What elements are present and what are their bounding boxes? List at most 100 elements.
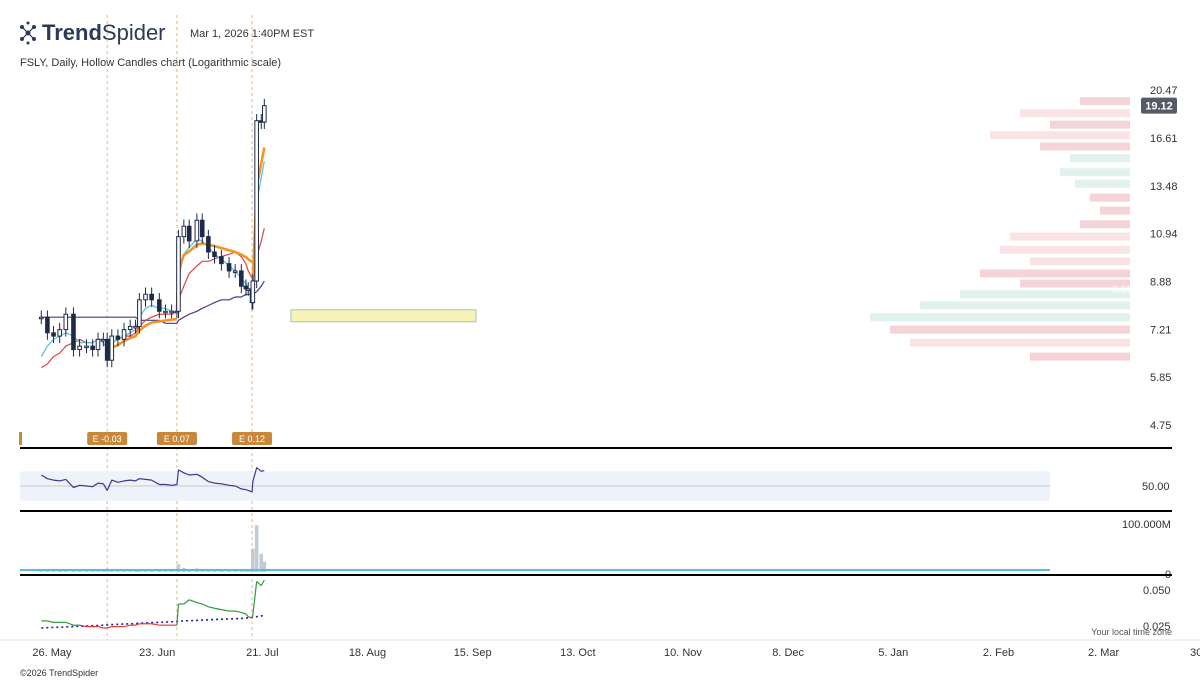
indicator-line-segment xyxy=(107,626,112,629)
volume-profile-bar xyxy=(1080,97,1130,106)
price-axis-tick-label: 10.94 xyxy=(1150,229,1178,241)
volume-bar xyxy=(116,570,120,572)
volume-bar xyxy=(219,570,224,572)
price-axis-tick-label: 20.47 xyxy=(1150,85,1178,97)
volume-profile-bar xyxy=(1060,168,1130,177)
candle-body xyxy=(157,299,162,312)
indicator-line-segment xyxy=(241,611,247,615)
rsi-line xyxy=(40,467,265,493)
volume-bar xyxy=(51,570,56,572)
candle-body xyxy=(176,236,181,312)
time-axis-tick-label: 21. Jul xyxy=(246,647,278,659)
earnings-badges: E -0.03 E 0.07 E 0.12 xyxy=(19,432,273,445)
price-pane xyxy=(38,98,477,369)
candle-body xyxy=(194,219,200,242)
candle-body xyxy=(169,310,174,314)
earnings-badge-edge xyxy=(19,432,22,445)
brand-suffix: Spider xyxy=(102,20,166,45)
candle-body xyxy=(71,313,76,351)
indicator-line-segment xyxy=(252,581,258,616)
time-axis: 26. May 23. Jun 21. Jul 18. Aug 15. Sep 13. O… xyxy=(32,647,1200,659)
indicator-line-segment xyxy=(65,621,74,626)
candle-body xyxy=(219,256,224,265)
earnings-badge xyxy=(156,432,197,445)
volume-axis-label: 100.000M xyxy=(1122,519,1171,531)
candle-body xyxy=(51,332,56,337)
volume-bar xyxy=(90,570,95,572)
indicator-line-segment xyxy=(79,624,87,628)
time-axis-tick-label: 23. Jun xyxy=(139,647,175,659)
trendspider-logo-icon xyxy=(20,21,36,45)
volume-bar xyxy=(169,570,174,572)
volume-bar xyxy=(163,570,168,572)
indicator-line-segment xyxy=(123,624,131,628)
indicator-axis-label: 0.025 xyxy=(1143,621,1171,633)
candle-body xyxy=(77,345,82,351)
earnings-lines xyxy=(106,15,253,640)
indicator-line-segment xyxy=(135,623,140,626)
indicator-line-segment xyxy=(248,616,253,619)
volume-bar xyxy=(157,570,162,572)
time-axis-tick-label: 13. Oct xyxy=(560,647,595,659)
candle-body xyxy=(232,270,238,273)
last-price-badge xyxy=(1141,97,1177,114)
candle-body xyxy=(262,105,267,123)
earnings-badge-label: E -0.03 xyxy=(93,434,122,444)
candle-body xyxy=(250,280,256,304)
candle-body xyxy=(121,329,127,340)
candle-body xyxy=(212,251,217,258)
indicator-line-segment xyxy=(235,610,242,614)
brand-prefix: Trend xyxy=(42,20,102,45)
candle-body xyxy=(63,313,69,331)
volume-profile-bar xyxy=(890,325,1130,334)
indicator-trend-line xyxy=(41,614,265,629)
price-axis-tick-label: 13.48 xyxy=(1150,181,1178,193)
indicator-line-segment xyxy=(176,603,180,626)
volume-bar xyxy=(133,570,138,572)
indicator-line-segment xyxy=(47,620,54,623)
candle-body xyxy=(90,345,95,351)
indicator-line-segment xyxy=(214,607,222,611)
volume-profile-bar xyxy=(1000,245,1130,254)
volume-profile-label: 8.61 xyxy=(1112,285,1132,296)
volume-bar xyxy=(233,570,237,572)
volume-profile-bar xyxy=(1040,142,1130,151)
earnings-badge-label: E 0.12 xyxy=(239,434,265,444)
candle-body xyxy=(84,345,89,349)
candle-body xyxy=(101,338,106,342)
time-axis-tick-label: 2. Mar xyxy=(1088,647,1120,659)
volume-profile-bar xyxy=(1020,109,1130,118)
brand-name: TrendSpider xyxy=(42,20,166,45)
price-axis-tick-label: 8.88 xyxy=(1150,277,1171,289)
price-axis-tick-label: 5.85 xyxy=(1150,372,1171,384)
volume-bar xyxy=(84,570,89,572)
candle-body xyxy=(109,335,115,361)
volume-profile-bar xyxy=(990,131,1130,140)
volume-profile-bar xyxy=(1075,179,1130,188)
volume-bar xyxy=(212,570,217,572)
candle-body xyxy=(133,325,138,329)
candle-body xyxy=(245,288,251,291)
time-axis-tick-label: 30. Mar xyxy=(1190,647,1200,659)
time-axis-tick-label: 10. Nov xyxy=(664,647,702,659)
volume-profile-bar xyxy=(1090,193,1130,202)
candle-body xyxy=(137,299,142,327)
volume-bar xyxy=(101,570,106,572)
candle-body xyxy=(199,219,205,238)
local-time-note: Your local time zone xyxy=(1091,627,1172,637)
indicator-line-segment xyxy=(188,599,198,604)
price-axis-tick-label: 7.21 xyxy=(1150,324,1171,336)
indicator-line-segment xyxy=(256,580,262,587)
volume-bar xyxy=(128,570,132,572)
candle-body xyxy=(57,329,62,337)
consolidation-zone xyxy=(290,309,477,323)
indicator-line-segment xyxy=(260,579,265,586)
volume-profile-bar xyxy=(980,269,1130,278)
volume-bar xyxy=(96,570,100,572)
indicator-line-segment xyxy=(97,626,104,629)
candle-body xyxy=(115,335,121,340)
indicator-line-segment xyxy=(183,599,190,605)
candle-body xyxy=(95,338,101,351)
